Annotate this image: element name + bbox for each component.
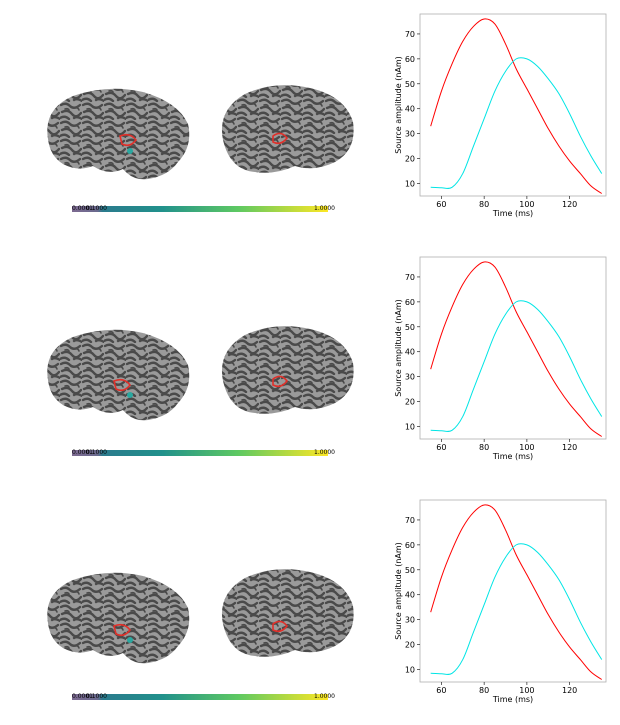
right-hemisphere-lateral-view <box>221 85 354 173</box>
x-tick-label: 120 <box>562 686 577 695</box>
panel-row-3: 0.0001 0.1000 1.0000 10 20 30 40 50 60 70 60 80 1… <box>0 486 620 725</box>
right-hemisphere-lateral-view <box>221 326 354 414</box>
series-line-1 <box>430 18 603 194</box>
roi-outline <box>272 375 289 388</box>
colorbar-tick-max: 1.0000 <box>314 205 335 212</box>
roi-outline <box>113 378 132 392</box>
y-tick-label: 30 <box>405 130 415 139</box>
y-axis-label: Source amplitude (nAm) <box>394 542 403 640</box>
y-tick-label: 70 <box>405 273 415 282</box>
colorbar: 0.0001 0.1000 1.0000 <box>72 197 335 216</box>
y-tick-label: 60 <box>405 541 415 550</box>
y-tick-label: 50 <box>405 323 415 332</box>
y-axis-label: Source amplitude (nAm) <box>394 299 403 397</box>
y-tick-label: 20 <box>405 398 415 407</box>
y-tick-label: 20 <box>405 641 415 650</box>
source-timecourse-chart-2: 10 20 30 40 50 60 70 60 80 100 120 Time (ms) Source … <box>394 256 607 461</box>
colorbar-gradient <box>72 694 328 700</box>
colorbar-tick-max: 1.0000 <box>314 693 335 700</box>
x-tick-label: 120 <box>562 200 577 209</box>
x-tick-label: 80 <box>479 686 489 695</box>
series-line-2 <box>430 57 603 189</box>
plot-frame <box>419 256 607 440</box>
x-axis-label: Time (ms) <box>492 452 533 461</box>
y-tick-label: 10 <box>405 666 415 675</box>
x-tick-label: 60 <box>436 443 446 452</box>
left-hemisphere-lateral-view <box>47 88 190 180</box>
roi-outline <box>272 132 289 145</box>
y-tick-label: 40 <box>405 591 415 600</box>
y-tick-label: 50 <box>405 566 415 575</box>
x-axis-label: Time (ms) <box>492 695 533 704</box>
colorbar: 0.0001 0.1000 1.0000 <box>72 441 335 460</box>
plot-frame <box>419 499 607 683</box>
x-tick-label: 80 <box>479 443 489 452</box>
source-dot <box>127 637 133 643</box>
x-tick-label: 100 <box>519 443 534 452</box>
left-hemisphere-lateral-view <box>47 572 190 664</box>
y-tick-label: 40 <box>405 348 415 357</box>
roi-outline <box>119 133 138 147</box>
series-line-2 <box>430 300 603 432</box>
panel-row-2: 0.0001 0.1000 1.0000 10 20 30 40 50 60 70 60 80 1… <box>0 243 620 482</box>
roi-outline <box>272 620 289 633</box>
y-tick-label: 30 <box>405 373 415 382</box>
source-dot <box>127 148 133 154</box>
y-tick-label: 60 <box>405 55 415 64</box>
colorbar-tick-mid: 0.1000 <box>86 449 107 456</box>
y-tick-label: 40 <box>405 105 415 114</box>
x-tick-label: 60 <box>436 200 446 209</box>
x-tick-label: 60 <box>436 686 446 695</box>
series-line-1 <box>430 504 603 680</box>
colorbar-tick-max: 1.0000 <box>314 449 335 456</box>
colorbar-gradient <box>72 206 328 212</box>
y-tick-label: 10 <box>405 180 415 189</box>
y-tick-label: 30 <box>405 616 415 625</box>
x-tick-label: 100 <box>519 200 534 209</box>
x-tick-label: 80 <box>479 200 489 209</box>
colorbar-gradient <box>72 450 328 456</box>
source-timecourse-chart-1: 10 20 30 40 50 60 70 60 80 100 120 Time (ms) Source … <box>394 13 607 218</box>
x-tick-label: 120 <box>562 443 577 452</box>
panel-row-1: 0.0001 0.1000 1.0000 10 20 30 40 50 60 70 60 80 1… <box>0 0 620 239</box>
y-tick-label: 20 <box>405 155 415 164</box>
y-tick-label: 10 <box>405 423 415 432</box>
series-line-1 <box>430 261 603 437</box>
colorbar-tick-mid: 0.1000 <box>86 205 107 212</box>
roi-outline <box>113 623 132 637</box>
left-hemisphere-lateral-view <box>47 329 190 421</box>
colorbar-tick-min: 0.0001 <box>72 693 93 700</box>
source-timecourse-chart-3: 10 20 30 40 50 60 70 60 80 100 120 Time (ms) Source … <box>394 499 607 704</box>
y-tick-label: 60 <box>405 298 415 307</box>
plot-frame <box>419 13 607 197</box>
y-tick-label: 70 <box>405 30 415 39</box>
x-tick-label: 100 <box>519 686 534 695</box>
right-hemisphere-lateral-view <box>221 569 354 657</box>
colorbar-tick-min: 0.0001 <box>72 205 93 212</box>
source-dot <box>127 392 133 398</box>
colorbar: 0.0001 0.1000 1.0000 <box>72 685 335 704</box>
y-tick-label: 50 <box>405 80 415 89</box>
colorbar-tick-min: 0.0001 <box>72 449 93 456</box>
series-line-2 <box>430 543 603 675</box>
colorbar-tick-mid: 0.1000 <box>86 693 107 700</box>
y-tick-label: 70 <box>405 516 415 525</box>
x-axis-label: Time (ms) <box>492 209 533 218</box>
y-axis-label: Source amplitude (nAm) <box>394 56 403 154</box>
